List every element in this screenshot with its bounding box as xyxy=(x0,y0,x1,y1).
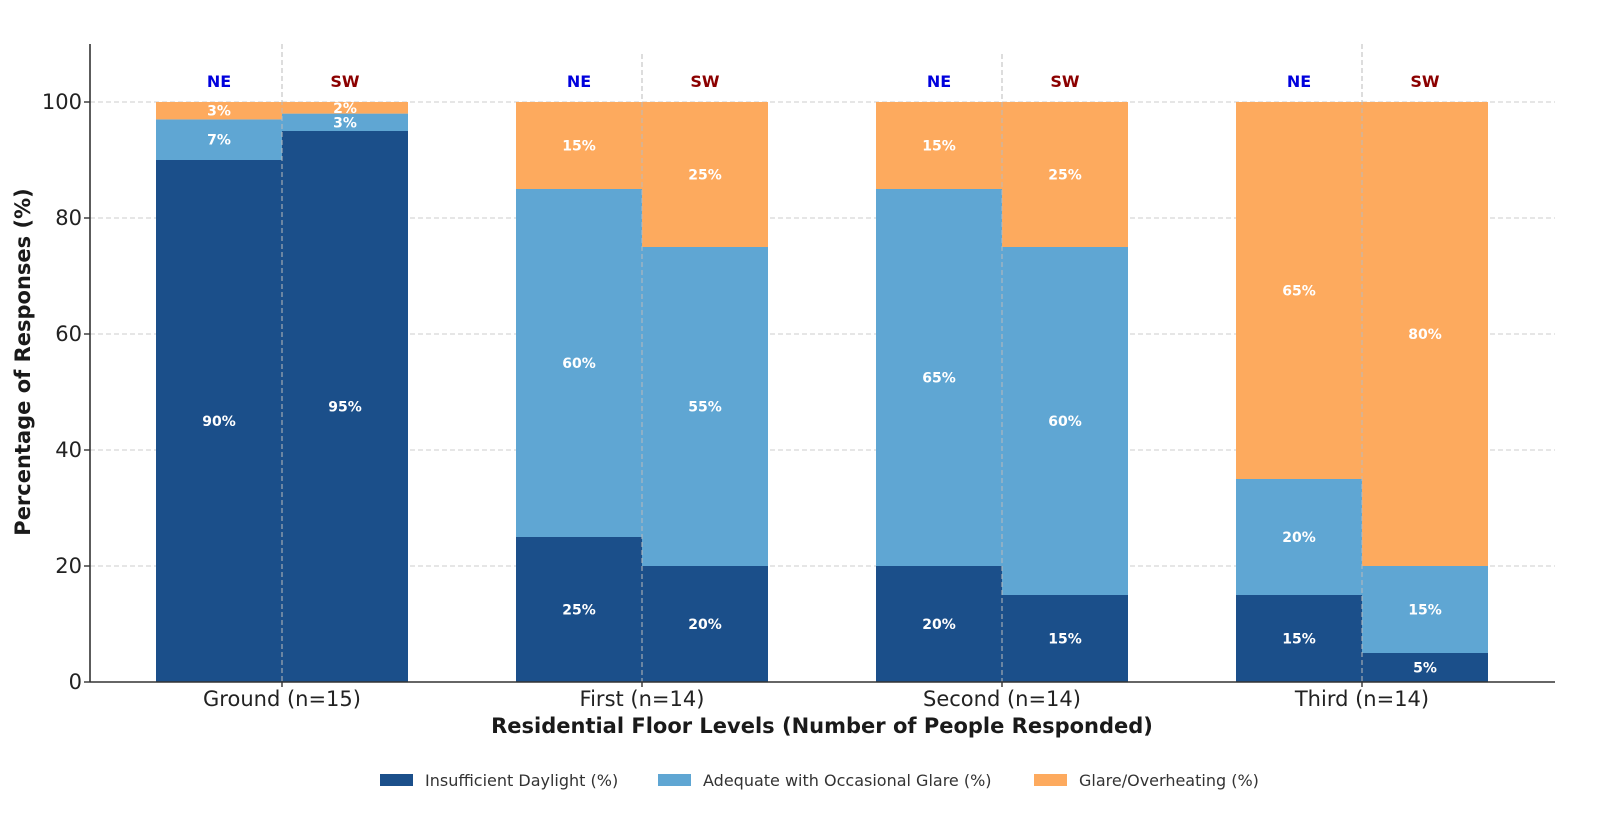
bar-segment xyxy=(642,247,768,566)
bar-value-label: 15% xyxy=(1048,632,1082,648)
y-tick-label: 20 xyxy=(55,554,82,578)
orientation-labels: NE SW NE SW NE SW NE SW xyxy=(207,72,1440,91)
bar-segment xyxy=(1002,102,1128,247)
bar-value-label: 90% xyxy=(202,414,236,430)
bar-value-label: 2% xyxy=(333,101,357,117)
bar-segment xyxy=(876,102,1002,189)
legend: Insufficient Daylight (%) Adequate with O… xyxy=(380,771,1259,790)
bar-value-label: 65% xyxy=(1282,284,1316,300)
y-tick-label: 100 xyxy=(42,90,82,114)
bar-value-label: 15% xyxy=(1282,632,1316,648)
bar-segment xyxy=(1236,102,1362,479)
bar-segment xyxy=(1362,102,1488,566)
orientation-label: SW xyxy=(1410,72,1440,91)
x-tick-label: Ground (n=15) xyxy=(203,687,361,711)
orientation-label: NE xyxy=(567,72,591,91)
bar-value-label: 60% xyxy=(1048,414,1082,430)
orientation-label: NE xyxy=(927,72,951,91)
bar-segment xyxy=(1362,653,1488,682)
bar-value-label: 60% xyxy=(562,356,596,372)
bar-segment xyxy=(876,566,1002,682)
bar-value-label: 65% xyxy=(922,371,956,387)
bar-value-label: 25% xyxy=(562,603,596,619)
orientation-label: NE xyxy=(1287,72,1311,91)
x-axis-title: Residential Floor Levels (Number of Peop… xyxy=(491,714,1153,738)
bar-segment xyxy=(1002,595,1128,682)
orientation-label: SW xyxy=(330,72,360,91)
bar-segment xyxy=(516,189,642,537)
bar-segment xyxy=(1362,566,1488,653)
y-tick-label: 0 xyxy=(69,670,82,694)
bar-value-label: 15% xyxy=(1408,603,1442,619)
category-gridlines xyxy=(281,44,1363,682)
bar-value-label: 20% xyxy=(922,617,956,633)
bar-value-label: 20% xyxy=(688,617,722,633)
bar-value-label: 25% xyxy=(1048,168,1082,184)
bar-segment xyxy=(876,189,1002,566)
x-tick-label: Second (n=14) xyxy=(923,687,1081,711)
bar-segment xyxy=(516,102,642,189)
orientation-label: SW xyxy=(690,72,720,91)
x-tick-label: First (n=14) xyxy=(580,687,705,711)
legend-label: Insufficient Daylight (%) xyxy=(425,771,618,790)
bar-labels: 90%7%3%95%3%2%25%60%15%20%55%25%20%65%15… xyxy=(202,101,1442,677)
bar-segment xyxy=(1236,595,1362,682)
legend-label: Glare/Overheating (%) xyxy=(1079,771,1259,790)
bar-value-label: 3% xyxy=(333,115,357,131)
y-tick-label: 40 xyxy=(55,438,82,462)
y-tick-label: 80 xyxy=(55,206,82,230)
bar-segment xyxy=(282,113,408,131)
bar-segment xyxy=(516,537,642,682)
bar-segment xyxy=(1002,247,1128,595)
legend-swatch xyxy=(658,774,691,786)
bar-segment xyxy=(156,160,282,682)
y-tick-label: 60 xyxy=(55,322,82,346)
y-axis-title: Percentage of Responses (%) xyxy=(11,188,35,535)
bar-segment xyxy=(642,102,768,247)
orientation-label: SW xyxy=(1050,72,1080,91)
bar-segment xyxy=(282,131,408,682)
bar-value-label: 3% xyxy=(207,104,231,120)
bar-value-label: 15% xyxy=(922,139,956,155)
legend-swatch xyxy=(1034,774,1067,786)
bar-segment xyxy=(642,566,768,682)
bar-segment xyxy=(1236,479,1362,595)
bar-value-label: 80% xyxy=(1408,327,1442,343)
bar-value-label: 20% xyxy=(1282,530,1316,546)
bar-segment xyxy=(156,119,282,160)
bar-value-label: 15% xyxy=(562,139,596,155)
bars xyxy=(156,102,1488,682)
bar-value-label: 7% xyxy=(207,133,231,149)
bar-value-label: 5% xyxy=(1413,661,1437,677)
bar-value-label: 55% xyxy=(688,400,722,416)
legend-label: Adequate with Occasional Glare (%) xyxy=(703,771,992,790)
bar-segment xyxy=(156,102,282,120)
axes: 0 20 40 60 80 100 Ground (n=15) First (n=14) Sec… xyxy=(42,44,1555,711)
x-tick-label: Third (n=14) xyxy=(1294,687,1429,711)
orientation-label: NE xyxy=(207,72,231,91)
bar-segment xyxy=(282,102,408,114)
bar-value-label: 95% xyxy=(328,400,362,416)
legend-swatch xyxy=(380,774,413,786)
bar-value-label: 25% xyxy=(688,168,722,184)
